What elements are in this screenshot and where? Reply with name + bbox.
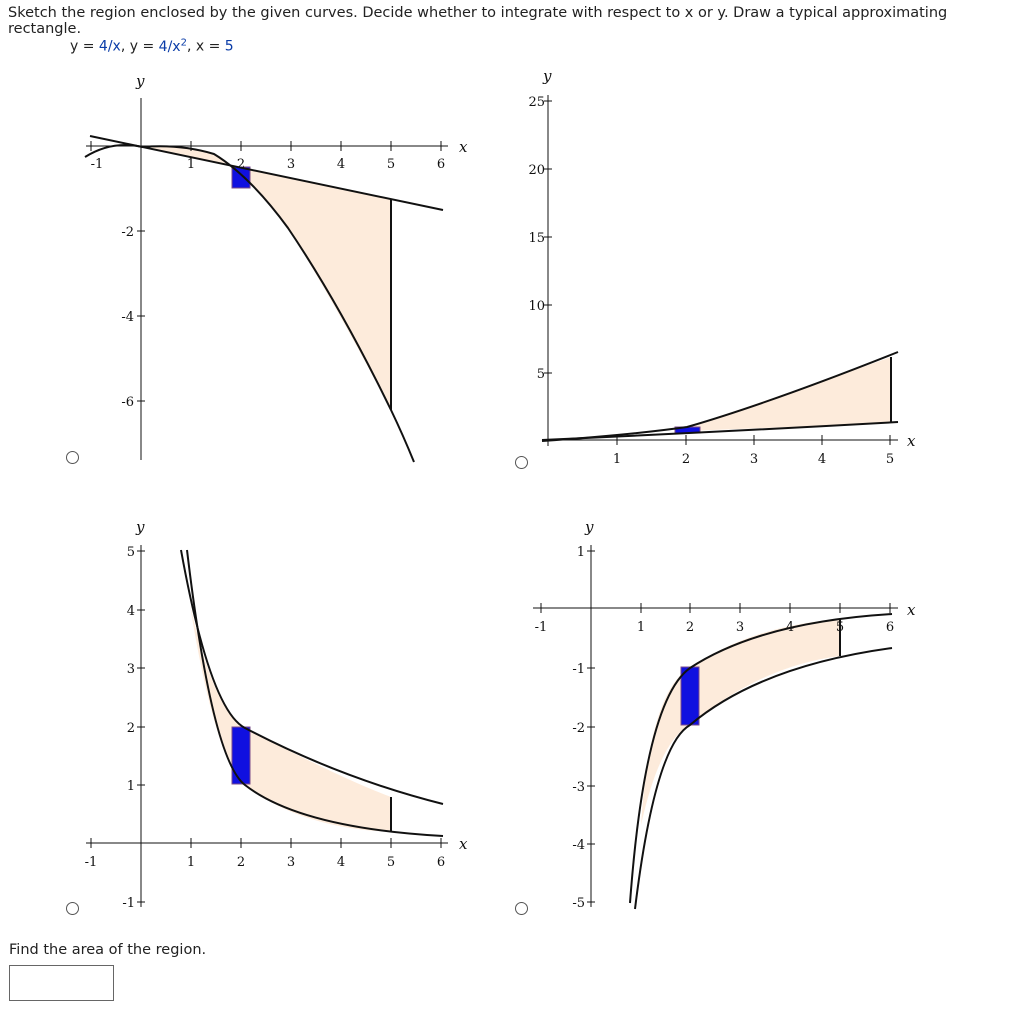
graph-a-x-tick-label-5: 4 [337, 157, 345, 172]
graph-b-y-tick-label-4: 10 [528, 299, 545, 314]
graph-d-region-fill [641, 619, 840, 825]
graph-c-x-tick-label-4: 3 [287, 855, 295, 870]
graph-d-y-tick-label-1: 1 [577, 545, 585, 560]
graph-a-y-tick-label-2: -4 [121, 310, 134, 325]
graph-d-y-tick-label-2: -1 [572, 662, 585, 677]
area-answer-input[interactable] [9, 965, 114, 1001]
graph-d-y-tick-label-3: -2 [572, 721, 585, 736]
graph-a-line-curve [89, 135, 444, 211]
graph-d-x-tick-label-5: 4 [786, 620, 794, 635]
graph-c-approx-rectangle [231, 726, 251, 785]
graph-a-y-tickmarks [137, 230, 145, 402]
graph-a-radio-button[interactable] [66, 451, 79, 464]
equation: y = 4/x, y = 4/x2, x = 5 [70, 37, 234, 55]
graph-c-y-tick-label-3: 3 [127, 662, 135, 677]
graph-b-x-tick-label-2: 2 [682, 452, 690, 467]
graph-a-x-tick-label-6: 5 [387, 157, 395, 172]
eq-part-3: , x = [186, 38, 225, 55]
graph-d-x-tick-label-1: -1 [535, 620, 548, 635]
graph-d-y-axis-label: y [584, 518, 594, 536]
graph-a-x-tickmarks [90, 141, 442, 151]
graph-c-region-fill [190, 605, 391, 832]
graph-c-x-axis-label: x [459, 835, 468, 853]
eq-part-1: y = [70, 38, 99, 55]
graph-a-x-axis-label: x [459, 138, 468, 156]
graph-c-x-tick-label-2: 1 [187, 855, 195, 870]
graph-c-x-tick-label-1: -1 [85, 855, 98, 870]
graph-a-y-tick-label-3: -6 [121, 395, 134, 410]
graph-c-reciprocal-square-curve [186, 549, 444, 837]
graph-c-y-tick-label-1: 5 [127, 545, 135, 560]
graph-b-x-tickmarks [616, 435, 891, 445]
eq-function-1: 4/x [98, 38, 121, 55]
graph-d[interactable]: -1 1 2 3 4 5 6 1 -1 -2 -3 -4 -5 x y [533, 518, 916, 911]
graph-b[interactable]: 1 2 3 4 5 25 20 15 10 5 x y [528, 67, 916, 467]
graph-d-x-tick-label-2: 1 [637, 620, 645, 635]
graph-d-y-tick-label-4: -3 [572, 780, 585, 795]
graph-a-y-axis-label: y [135, 72, 145, 90]
graph-d-approx-rectangle [680, 666, 700, 726]
eq-function-2: 4/x2 [158, 37, 187, 55]
graph-c-y-tick-label-2: 4 [127, 604, 135, 619]
graph-b-upper-curve [541, 351, 899, 442]
graph-b-x-tick-label-1: 1 [613, 452, 621, 467]
graph-b-y-tick-label-1: 25 [528, 95, 545, 110]
graph-d-x-tick-label-6: 5 [836, 620, 844, 635]
graph-d-radio-button[interactable] [515, 902, 528, 915]
find-area-prompt: Find the area of the region. [9, 942, 207, 958]
graph-a-region-fill [143, 146, 391, 411]
graph-c-x-tick-label-5: 4 [337, 855, 345, 870]
eq-function-3: 5 [224, 38, 234, 55]
graph-c-y-tickmarks [137, 550, 145, 903]
graph-c-x-tick-label-7: 6 [437, 855, 445, 870]
graph-b-x-tick-label-4: 4 [818, 452, 826, 467]
graph-b-y-tick-label-2: 20 [528, 163, 545, 178]
graph-c[interactable]: -1 1 2 3 4 5 6 5 4 3 2 1 -1 x y [85, 518, 468, 911]
graph-a-y-tick-label-1: -2 [121, 225, 134, 240]
graph-d-x-tick-label-4: 3 [736, 620, 744, 635]
graph-a-x-tick-label-4: 3 [287, 157, 295, 172]
graph-b-y-axis-label: y [542, 67, 552, 85]
graph-b-y-tick-label-3: 15 [528, 231, 545, 246]
question-prompt: Sketch the region enclosed by the given … [8, 5, 948, 37]
graph-c-y-axis-label: y [135, 518, 145, 536]
eq-function-2-base: 4/x [158, 38, 181, 55]
graph-c-x-tick-label-3: 2 [237, 855, 245, 870]
graph-d-x-tickmarks [540, 603, 891, 613]
graph-c-radio-button[interactable] [66, 902, 79, 915]
graph-b-x-tick-label-3: 3 [750, 452, 758, 467]
graph-a-x-tick-label-1: -1 [91, 157, 104, 172]
graph-a-x-tick-label-7: 6 [437, 157, 445, 172]
graph-a-x-tick-label-3: 2 [237, 157, 245, 172]
graph-b-x-axis-label: x [907, 432, 916, 450]
graph-d-negative-reciprocal-curve [629, 613, 893, 904]
graph-d-y-tick-label-5: -4 [572, 838, 585, 853]
graph-d-y-tickmarks [587, 550, 595, 903]
graph-c-x-tickmarks [90, 838, 442, 848]
graph-c-y-tick-label-5: 1 [127, 779, 135, 794]
graph-d-negative-reciprocal-square-curve [634, 647, 893, 910]
graph-a-x-tick-label-2: 1 [187, 157, 195, 172]
eq-function-2-exponent: 2 [180, 37, 187, 48]
graph-b-radio-button[interactable] [515, 456, 528, 469]
eq-part-2: , y = [120, 38, 159, 55]
graph-a[interactable]: -1 1 2 3 4 5 6 -2 -4 -6 x y [84, 72, 468, 463]
graph-d-x-axis-label: x [907, 601, 916, 619]
graph-c-y-tick-label-4: 2 [127, 721, 135, 736]
graph-c-x-tick-label-6: 5 [387, 855, 395, 870]
graph-b-y-tick-label-5: 5 [537, 367, 545, 382]
graph-b-y-tickmarks [544, 100, 552, 374]
graph-d-x-tick-label-3: 2 [686, 620, 694, 635]
graph-c-y-tick-label-6: -1 [122, 896, 135, 911]
graph-d-x-tick-label-7: 6 [886, 620, 894, 635]
graph-d-y-tick-label-6: -5 [572, 896, 585, 911]
graph-b-x-tick-label-5: 5 [886, 452, 894, 467]
